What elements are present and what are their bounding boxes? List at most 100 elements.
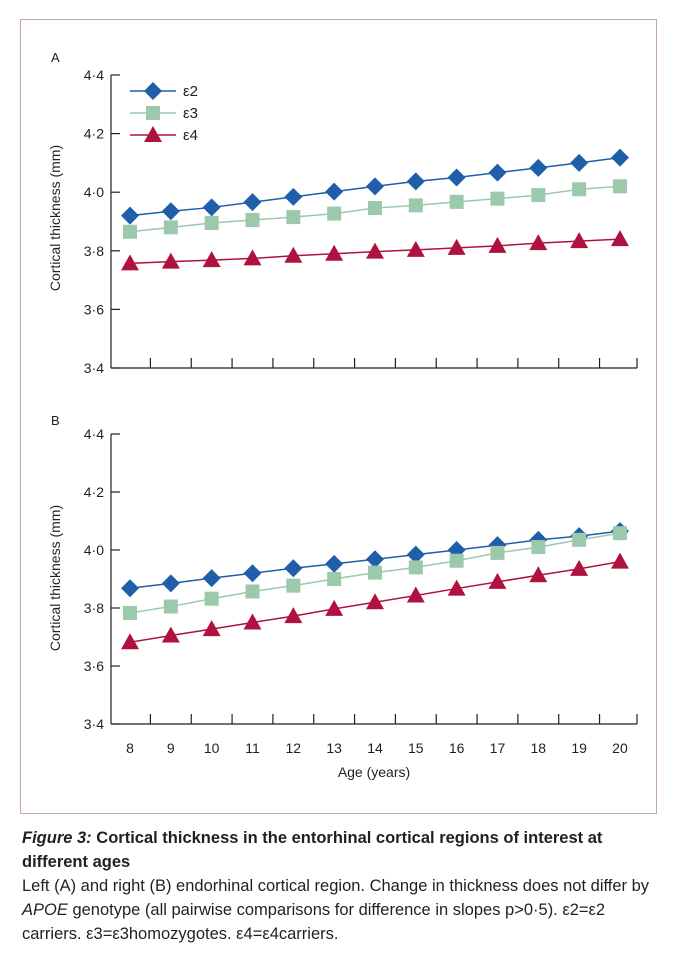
data-point (406, 545, 425, 564)
y-tick-label: 3·4 (84, 360, 104, 376)
x-axis-label: Age (years) (338, 764, 410, 780)
y-tick-label: 4·2 (84, 126, 104, 142)
series-triangle (121, 230, 629, 271)
data-point (572, 182, 587, 197)
data-point (284, 559, 303, 578)
data-point (447, 168, 466, 187)
data-point (408, 198, 423, 213)
data-point (243, 249, 262, 266)
data-point (572, 532, 587, 547)
legend: ε2 ε3 ε4 (130, 82, 198, 144)
data-point (121, 254, 139, 271)
data-point (406, 240, 425, 257)
data-point (488, 163, 507, 182)
data-point (365, 593, 384, 610)
x-tick-label: 19 (571, 740, 587, 756)
x-tick-label: 13 (326, 740, 342, 756)
data-point (406, 172, 425, 191)
data-point (365, 550, 384, 569)
data-point (284, 607, 303, 624)
y-tick-label: 4·2 (84, 484, 104, 500)
data-point (245, 584, 260, 599)
data-point (447, 238, 466, 255)
data-point (367, 565, 382, 580)
caption-body: Left (A) and right (B) endorhinal cortic… (22, 874, 662, 946)
x-tick-label: 16 (449, 740, 465, 756)
caption-title-text: Cortical thickness in the entorhinal cor… (22, 829, 603, 871)
legend-label: ε2 (183, 83, 198, 100)
x-tick-label: 12 (286, 740, 302, 756)
data-point (365, 242, 384, 259)
data-point (243, 193, 262, 212)
data-point (325, 182, 344, 201)
y-tick-label: 3·8 (84, 600, 104, 616)
y-tick-label: 3·8 (84, 243, 104, 259)
x-tick-label: 20 (612, 740, 628, 756)
y-tick-label: 4·0 (84, 542, 104, 558)
data-point (488, 236, 507, 253)
legend-label: ε4 (183, 127, 198, 144)
y-tick-label: 4·0 (84, 184, 104, 200)
data-point (529, 234, 548, 251)
panel-label: B (51, 413, 60, 428)
y-tick-label: 4·4 (84, 67, 104, 83)
data-point (325, 244, 344, 261)
data-point (570, 232, 589, 249)
data-point (365, 177, 384, 196)
data-point (570, 559, 589, 576)
x-tick-label: 15 (408, 740, 424, 756)
data-point (610, 230, 629, 247)
data-point (161, 626, 180, 643)
legend-label: ε3 (183, 105, 198, 122)
data-point (284, 187, 303, 206)
data-point (243, 613, 262, 630)
data-point (123, 605, 137, 620)
x-tick-label: 18 (531, 740, 547, 756)
series-diamond (121, 148, 629, 225)
chart-panel-a: A 3·4 3·6 3·8 4·0 4·2 4·4 Cortical thickness (m… (47, 50, 638, 376)
data-point (202, 620, 221, 637)
data-point (202, 569, 221, 588)
data-point (488, 572, 507, 589)
data-point (406, 586, 425, 603)
x-tick-label: 11 (245, 740, 260, 756)
y-tick-label: 3·4 (84, 716, 104, 732)
data-point (243, 564, 262, 583)
panel-label: A (51, 50, 60, 65)
data-point (204, 591, 219, 606)
y-tick-label: 3·6 (84, 301, 104, 317)
legend-marker (144, 126, 162, 142)
caption-body-start: Left (A) and right (B) endorhinal cortic… (22, 877, 650, 895)
y-axis-label: Cortical thickness (mm) (47, 145, 63, 291)
data-point (367, 201, 382, 216)
data-point (449, 194, 464, 209)
figure-frame (20, 19, 657, 814)
data-point (408, 560, 423, 575)
x-tick-label: 14 (367, 740, 383, 756)
data-point (529, 566, 548, 583)
data-point (327, 206, 342, 221)
data-point (202, 251, 221, 268)
data-point (529, 158, 548, 177)
data-point (612, 526, 627, 541)
x-tick-label: 8 (126, 740, 134, 756)
y-tick-label: 3·6 (84, 658, 104, 674)
data-point (570, 153, 589, 172)
data-point (161, 574, 180, 593)
data-point (123, 224, 137, 239)
data-point (490, 191, 505, 206)
caption-body-end: genotype (all pairwise comparisons for d… (22, 901, 606, 943)
x-tick-label: 10 (204, 740, 220, 756)
figure-caption: Figure 3: Cortical thickness in the ento… (22, 826, 662, 946)
figure-charts: A 3·4 3·6 3·8 4·0 4·2 4·4 Cortical thickness (m… (47, 50, 638, 780)
x-tick-label: 17 (490, 740, 506, 756)
figure-label: Figure 3: (22, 829, 92, 847)
data-point (245, 213, 260, 228)
y-tick-label: 4·4 (84, 426, 104, 442)
legend-marker (144, 82, 162, 100)
y-axis-label: Cortical thickness (mm) (47, 505, 63, 651)
data-point (447, 579, 466, 596)
series-triangle (121, 552, 629, 650)
data-point (327, 572, 342, 586)
series-square (123, 179, 627, 239)
